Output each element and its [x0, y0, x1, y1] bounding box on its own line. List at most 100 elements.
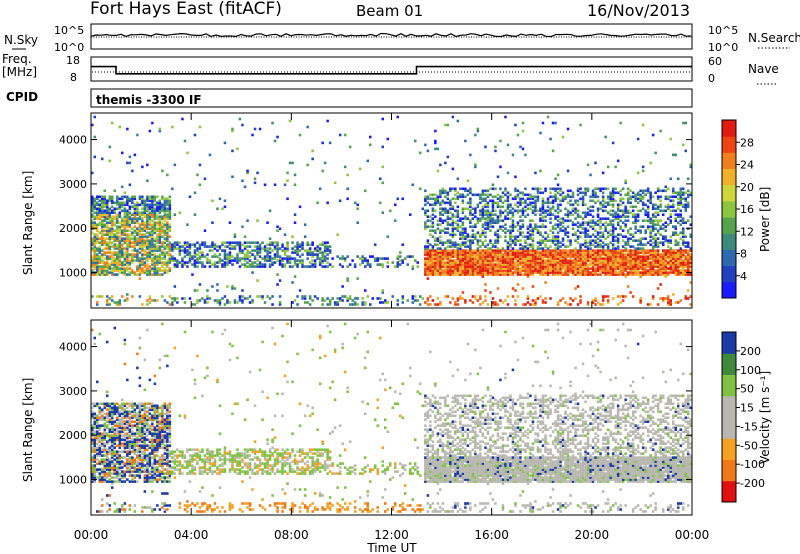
- data-cell: [276, 251, 279, 254]
- data-cell: [614, 255, 617, 258]
- data-cell: [586, 207, 590, 211]
- data-cell: [489, 271, 492, 274]
- data-cell: [689, 165, 692, 169]
- data-cell: [133, 247, 137, 250]
- data-cell: [161, 227, 164, 230]
- data-cell: [571, 195, 575, 199]
- data-cell: [381, 291, 384, 294]
- data-cell: [451, 225, 455, 228]
- data-cell: [496, 261, 500, 264]
- data-cell: [667, 241, 670, 244]
- data-cell: [516, 193, 520, 197]
- data-cell: [156, 259, 159, 262]
- data-cell: [674, 239, 677, 242]
- data-cell: [526, 249, 530, 252]
- data-cell: [341, 255, 344, 258]
- data-cell: [476, 243, 480, 246]
- data-cell: [156, 271, 159, 274]
- data-cell: [614, 213, 617, 216]
- data-cell: [539, 187, 542, 191]
- data-cell: [606, 271, 610, 274]
- data-cell: [471, 259, 475, 262]
- data-cell: [206, 253, 209, 256]
- data-cell: [476, 203, 480, 207]
- data-cell: [128, 207, 132, 211]
- data-cell: [479, 233, 482, 236]
- data-cell: [178, 261, 182, 264]
- data-cell: [649, 219, 652, 222]
- data-cell: [484, 283, 487, 286]
- data-cell: [218, 299, 222, 302]
- data-cell: [436, 255, 440, 258]
- data-cell: [626, 237, 630, 240]
- data-cell: [554, 209, 557, 213]
- data-cell: [576, 189, 580, 193]
- data-cell: [131, 231, 134, 234]
- data-cell: [494, 267, 497, 270]
- data-cell: [123, 273, 127, 276]
- data-cell: [281, 259, 284, 262]
- data-cell: [479, 211, 482, 214]
- data-cell: [616, 273, 620, 276]
- data-cell: [479, 303, 482, 306]
- data-cell: [494, 251, 497, 254]
- data-cell: [431, 207, 435, 211]
- data-cell: [611, 271, 615, 274]
- data-cell: [484, 239, 487, 242]
- data-cell: [581, 259, 585, 262]
- data-cell: [303, 301, 307, 304]
- data-cell: [476, 251, 480, 254]
- data-cell: [536, 261, 540, 264]
- data-cell: [614, 247, 617, 250]
- data-cell: [278, 261, 282, 264]
- data-cell: [677, 215, 680, 218]
- data-cell: [506, 263, 510, 266]
- data-cell: [634, 199, 637, 203]
- data-cell: [103, 205, 106, 209]
- data-cell: [451, 243, 455, 246]
- data-cell: [346, 255, 349, 258]
- data-cell: [474, 253, 477, 256]
- data-cell: [514, 299, 517, 302]
- data-cell: [524, 215, 527, 218]
- data-cell: [621, 265, 625, 268]
- data-cell: [581, 227, 585, 230]
- data-cell: [581, 203, 585, 207]
- data-cell: [664, 261, 667, 264]
- data-cell: [161, 203, 164, 207]
- data-cell: [101, 259, 104, 262]
- data-cell: [541, 209, 545, 213]
- data-cell: [644, 249, 647, 252]
- data-cell: [561, 225, 565, 228]
- data-cell: [551, 149, 555, 153]
- data-cell: [667, 301, 670, 304]
- data-cell: [611, 219, 615, 222]
- data-cell: [111, 273, 114, 276]
- data-cell: [599, 257, 602, 260]
- data-cell: [266, 243, 269, 246]
- data-cell: [148, 267, 152, 270]
- data-cell: [626, 219, 630, 222]
- data-cell: [629, 227, 632, 230]
- data-cell: [506, 303, 510, 306]
- data-cell: [481, 193, 485, 197]
- data-cell: [484, 261, 487, 264]
- data-cell: [263, 263, 267, 266]
- data-cell: [136, 257, 139, 260]
- data-cell: [656, 267, 660, 270]
- data-cell: [426, 253, 430, 256]
- data-cell: [441, 255, 445, 258]
- data-cell: [106, 245, 109, 248]
- data-cell: [551, 249, 555, 252]
- data-cell: [494, 195, 497, 199]
- data-cell: [166, 213, 169, 216]
- data-cell: [156, 217, 159, 220]
- data-cell: [614, 265, 617, 268]
- data-cell: [484, 289, 487, 292]
- data-cell: [193, 253, 197, 256]
- data-cell: [672, 233, 675, 236]
- data-cell: [424, 265, 427, 268]
- data-cell: [271, 257, 274, 260]
- data-cell: [509, 233, 512, 236]
- data-cell: [571, 269, 575, 272]
